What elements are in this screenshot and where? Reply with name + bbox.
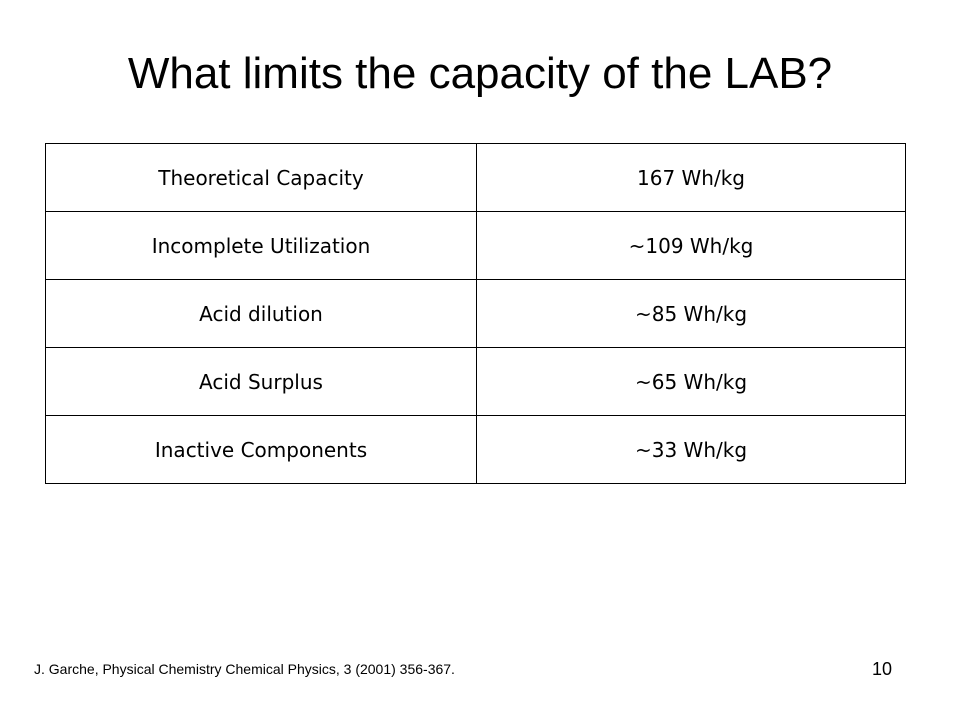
row-value: ~109 Wh/kg — [476, 211, 906, 280]
table-row: Acid dilution ~85 Wh/kg — [45, 279, 906, 348]
row-value: ~33 Wh/kg — [476, 415, 906, 484]
row-label: Acid Surplus — [45, 347, 477, 416]
row-value: ~85 Wh/kg — [476, 279, 906, 348]
capacity-table: Theoretical Capacity 167 Wh/kg Incomplet… — [45, 143, 906, 484]
slide-title: What limits the capacity of the LAB? — [127, 49, 833, 98]
table-row: Incomplete Utilization ~109 Wh/kg — [45, 211, 906, 280]
row-label: Acid dilution — [45, 279, 477, 348]
table-row: Acid Surplus ~65 Wh/kg — [45, 347, 906, 416]
row-value: ~65 Wh/kg — [476, 347, 906, 416]
table-row: Inactive Components ~33 Wh/kg — [45, 415, 906, 484]
row-value: 167 Wh/kg — [476, 143, 906, 212]
page-number: 10 — [872, 659, 893, 679]
table-row: Theoretical Capacity 167 Wh/kg — [45, 143, 906, 212]
row-label: Inactive Components — [45, 415, 477, 484]
row-label: Theoretical Capacity — [45, 143, 477, 212]
citation: J. Garche, Physical Chemistry Chemical P… — [34, 661, 455, 677]
row-label: Incomplete Utilization — [45, 211, 477, 280]
